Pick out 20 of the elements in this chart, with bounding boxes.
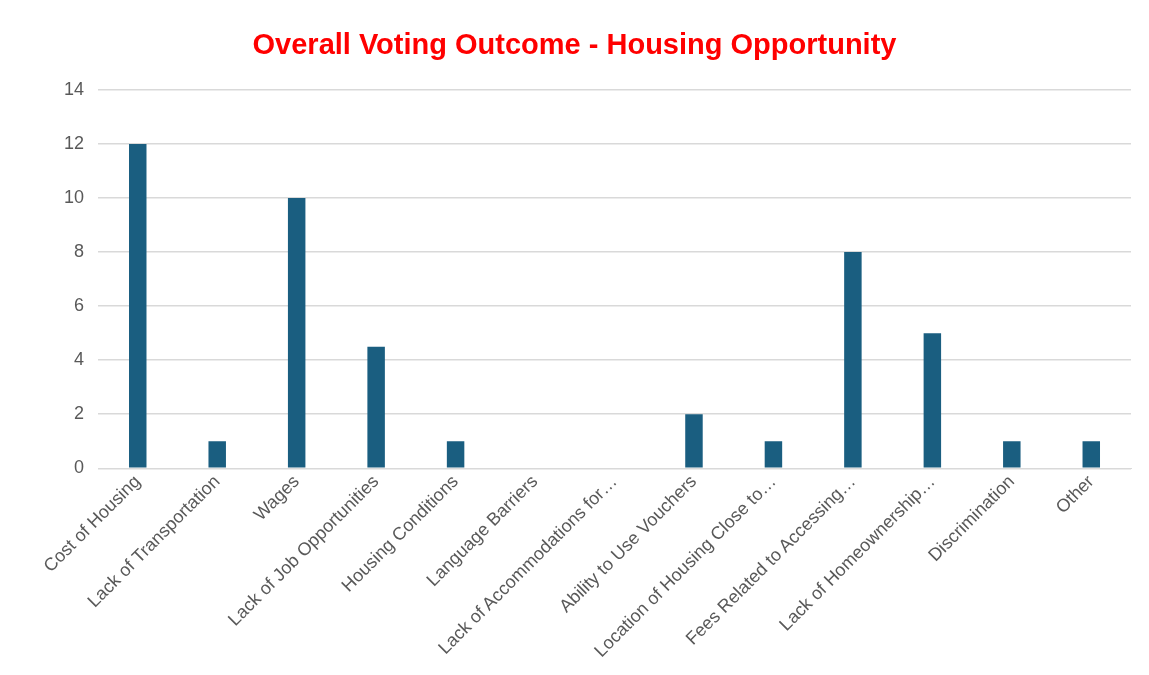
y-tick-label: 6 bbox=[74, 295, 85, 316]
bar bbox=[844, 252, 862, 468]
y-tick-label: 10 bbox=[63, 187, 85, 208]
bar bbox=[764, 441, 783, 468]
y-tick-label: 14 bbox=[63, 78, 85, 99]
bar bbox=[923, 333, 942, 468]
bar bbox=[129, 144, 147, 468]
bar bbox=[1003, 441, 1021, 468]
bar bbox=[446, 441, 465, 468]
bar bbox=[367, 346, 385, 468]
y-tick-label: 12 bbox=[63, 133, 85, 154]
chart-title: Overall Voting Outcome - Housing Opportunity bbox=[251, 28, 898, 61]
y-tick-label: 8 bbox=[74, 241, 85, 262]
bar bbox=[287, 198, 306, 468]
bar bbox=[685, 414, 703, 468]
y-tick-label: 2 bbox=[74, 403, 85, 424]
y-tick-label: 4 bbox=[74, 349, 85, 370]
bar bbox=[208, 441, 226, 468]
bar bbox=[1082, 441, 1101, 468]
y-tick-label: 0 bbox=[74, 457, 85, 478]
